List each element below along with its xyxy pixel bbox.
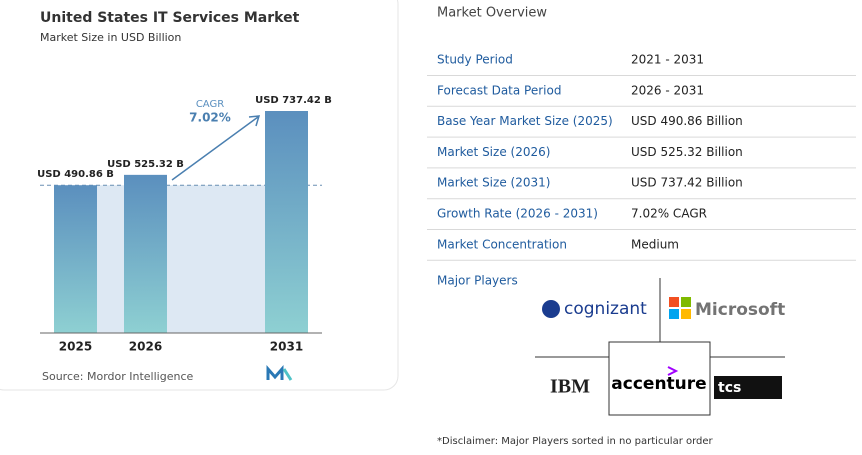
chart-title: United States IT Services Market — [40, 10, 300, 26]
chart-subtitle: Market Size in USD Billion — [40, 31, 181, 44]
value-label: USD 737.42 B — [255, 95, 332, 106]
logo-cognizant: cognizant — [564, 299, 647, 319]
logo-ibm: IBM — [550, 376, 590, 398]
bar — [54, 185, 97, 333]
row-label: Market Size (2031) — [437, 176, 550, 190]
disclaimer: *Disclaimer: Major Players sorted in no … — [437, 436, 714, 447]
row-label: Market Concentration — [437, 237, 567, 251]
source: Source: Mordor Intelligence — [42, 370, 193, 383]
row-value: USD 490.86 Billion — [631, 114, 743, 128]
row-value: USD 525.32 Billion — [631, 145, 743, 159]
row-label: Market Size (2026) — [437, 145, 550, 159]
row-label: Growth Rate (2026 - 2031) — [437, 207, 598, 221]
value-label: USD 490.86 B — [37, 169, 114, 180]
overview-title: Market Overview — [437, 6, 547, 21]
cagr-value: 7.02% — [189, 111, 231, 125]
logo-tcs: tcs — [718, 380, 741, 396]
row-label: Base Year Market Size (2025) — [437, 114, 613, 128]
cognizant-icon — [542, 300, 560, 318]
row-value: 2021 - 2031 — [631, 53, 704, 67]
cagr-label: CAGR — [196, 99, 224, 110]
bar — [124, 174, 167, 333]
accenture-mark — [667, 366, 679, 376]
logo-accenture: accenture — [611, 374, 706, 394]
value-label: USD 525.32 B — [107, 159, 184, 170]
microsoft-squares — [669, 297, 691, 319]
row-value: 2026 - 2031 — [631, 83, 704, 97]
mordor-logo — [266, 365, 293, 381]
x-tick-label: 2026 — [129, 340, 162, 354]
row-label: Study Period — [437, 53, 513, 67]
tcs-box — [714, 376, 782, 399]
bar — [265, 111, 308, 333]
row-label: Forecast Data Period — [437, 83, 561, 97]
row-value: USD 737.42 Billion — [631, 176, 743, 190]
x-tick-label: 2031 — [270, 340, 303, 354]
row-value: Medium — [631, 237, 679, 251]
x-tick-label: 2025 — [59, 340, 92, 354]
cagr-arrow — [171, 115, 261, 181]
logo-grid — [535, 278, 785, 416]
row-value: 7.02% CAGR — [631, 207, 707, 221]
players-title: Major Players — [437, 274, 518, 288]
baseline-area — [97, 185, 265, 333]
overview-table: Study Period 2021 - 2031 Forecast Data Per… — [427, 53, 856, 261]
logo-microsoft: Microsoft — [695, 300, 785, 320]
chart: USD 490.86 B 2025 USD 525.32 B 2026 USD 737.… — [37, 95, 332, 354]
